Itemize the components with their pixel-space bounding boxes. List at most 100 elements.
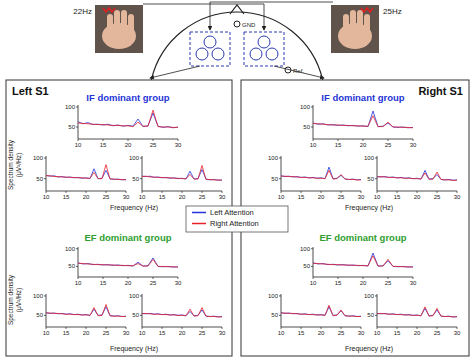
x-tick-label: 25 xyxy=(103,194,110,200)
x-tick-label: 25 xyxy=(150,142,157,148)
x-tick xyxy=(363,139,364,141)
finger xyxy=(107,14,113,36)
x-tick-label: 15 xyxy=(159,194,166,200)
spectrum-line xyxy=(78,258,178,267)
plot-area xyxy=(281,305,361,316)
x-axis-label: Frequency (Hz) xyxy=(110,204,158,212)
x-tick xyxy=(281,191,282,193)
y-tick xyxy=(140,295,142,296)
y-tick xyxy=(311,266,313,267)
y-tick-label: 50 xyxy=(271,176,278,182)
x-tick-label: 15 xyxy=(298,330,305,336)
nose xyxy=(230,5,244,14)
spectrum-line xyxy=(142,308,222,317)
x-tick-label: 30 xyxy=(454,194,461,200)
y-tick xyxy=(44,315,46,316)
x-tick-label: 30 xyxy=(454,330,461,336)
x-tick xyxy=(162,327,163,329)
x-tick-label: 20 xyxy=(83,330,90,336)
x-tick xyxy=(78,277,79,279)
y-tick xyxy=(76,107,78,108)
x-tick-label: 15 xyxy=(335,142,342,148)
y-axis xyxy=(377,294,378,327)
x-tick xyxy=(178,139,179,141)
spectrum-line xyxy=(142,165,222,180)
x-tick-label: 25 xyxy=(434,330,441,336)
y-tick xyxy=(140,158,142,159)
y-tick xyxy=(375,178,377,179)
y-axis xyxy=(281,156,282,191)
x-tick xyxy=(153,277,154,279)
x-tick-label: 15 xyxy=(394,330,401,336)
y-tick xyxy=(140,178,142,179)
stimulus-label: 22Hz xyxy=(73,7,92,16)
finger xyxy=(121,10,127,32)
photo-background xyxy=(331,5,379,53)
x-tick-label: 25 xyxy=(150,280,157,286)
spectrum-chart: 101520253050100 xyxy=(129,293,226,336)
x-tick-label: 20 xyxy=(414,194,421,200)
y-tick xyxy=(76,266,78,267)
panel-title: Right S1 xyxy=(418,85,463,97)
spectrum-chart: 101520253050100 xyxy=(364,155,461,200)
x-tick-label: 20 xyxy=(318,194,325,200)
x-tick xyxy=(66,191,67,193)
y-tick-label: 50 xyxy=(367,312,374,318)
plot-area xyxy=(377,170,457,180)
legend-label: Left Attention xyxy=(210,208,254,217)
x-tick xyxy=(106,327,107,329)
y-tick-label: 50 xyxy=(68,124,75,130)
x-tick xyxy=(397,327,398,329)
x-axis-label: Frequency (Hz) xyxy=(345,345,393,353)
x-axis-label: Frequency (Hz) xyxy=(345,204,393,212)
plot-area xyxy=(46,165,126,180)
x-tick-label: 20 xyxy=(360,280,367,286)
plot-area xyxy=(313,253,413,267)
spectrum-line xyxy=(281,167,361,180)
plot-area xyxy=(142,308,222,317)
x-tick xyxy=(457,327,458,329)
y-axis-label: Spectrum density xyxy=(7,274,15,325)
y-axis xyxy=(313,247,314,277)
electrode xyxy=(266,48,278,60)
y-tick-label: 50 xyxy=(303,263,310,269)
gnd-label: GND xyxy=(242,22,256,28)
x-tick-label: 10 xyxy=(310,142,317,148)
x-tick xyxy=(457,191,458,193)
x-tick-label: 10 xyxy=(278,330,285,336)
x-tick xyxy=(363,277,364,279)
x-tick xyxy=(103,277,104,279)
y-axis xyxy=(313,105,314,139)
x-tick-label: 30 xyxy=(410,142,417,148)
plot-area xyxy=(281,167,361,180)
plot-area xyxy=(46,304,126,316)
plot-area xyxy=(377,307,457,317)
x-tick-label: 30 xyxy=(358,194,365,200)
y-tick-label: 50 xyxy=(303,124,310,130)
y-tick xyxy=(76,127,78,128)
x-tick-label: 20 xyxy=(125,280,132,286)
y-axis xyxy=(281,294,282,327)
y-tick-label: 100 xyxy=(129,293,140,299)
x-tick-label: 15 xyxy=(63,194,70,200)
x-tick-label: 20 xyxy=(360,142,367,148)
x-tick xyxy=(66,327,67,329)
spectrum-chart: 101520253050100 xyxy=(65,104,182,148)
y-tick-label: 100 xyxy=(364,293,375,299)
y-tick xyxy=(311,248,313,249)
x-tick-label: 30 xyxy=(358,330,365,336)
x-tick xyxy=(142,191,143,193)
photo-background xyxy=(95,5,143,53)
x-tick xyxy=(388,139,389,141)
spectrum-line xyxy=(78,259,178,267)
y-tick xyxy=(140,315,142,316)
electrode xyxy=(204,36,216,48)
group-title: IF dominant group xyxy=(86,92,170,103)
spectrum-line xyxy=(78,110,178,127)
group-title: IF dominant group xyxy=(321,92,405,103)
x-tick xyxy=(86,191,87,193)
x-tick xyxy=(437,327,438,329)
plot-area xyxy=(142,165,222,180)
hand-photo xyxy=(331,5,379,53)
x-tick-label: 15 xyxy=(335,280,342,286)
